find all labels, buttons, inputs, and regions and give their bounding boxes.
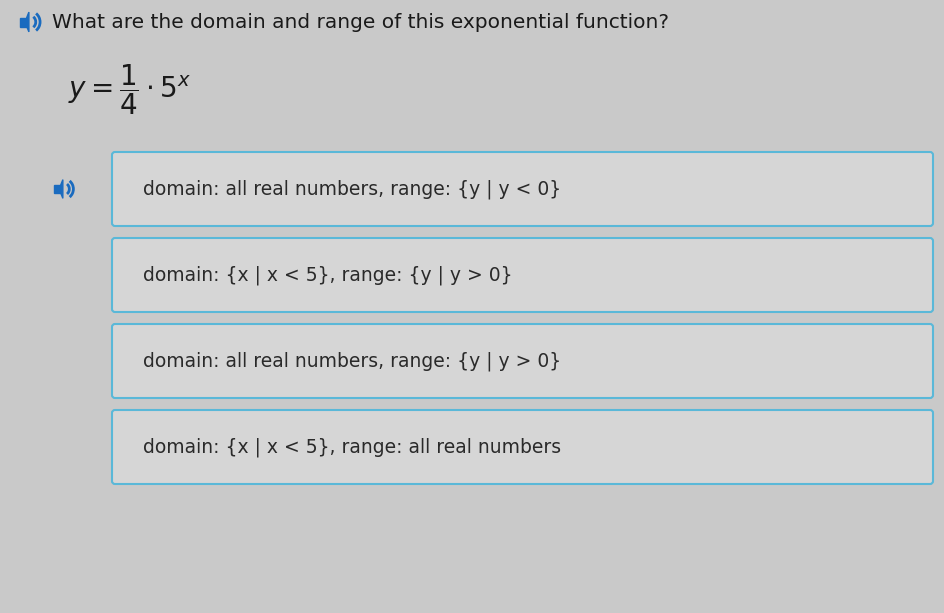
Text: What are the domain and range of this exponential function?: What are the domain and range of this ex… [52,12,669,31]
Polygon shape [55,185,60,193]
Text: domain: {x | x < 5}, range: {y | y > 0}: domain: {x | x < 5}, range: {y | y > 0} [143,265,513,285]
Polygon shape [60,180,63,199]
Text: $y = \dfrac{1}{4} \cdot 5^{x}$: $y = \dfrac{1}{4} \cdot 5^{x}$ [68,63,192,117]
Polygon shape [20,18,26,26]
Text: domain: all real numbers, range: {y | y > 0}: domain: all real numbers, range: {y | y … [143,351,561,371]
FancyBboxPatch shape [112,410,933,484]
Polygon shape [26,12,29,32]
Text: domain: all real numbers, range: {y | y < 0}: domain: all real numbers, range: {y | y … [143,179,561,199]
FancyBboxPatch shape [112,238,933,312]
FancyBboxPatch shape [112,152,933,226]
FancyBboxPatch shape [112,324,933,398]
Text: domain: {x | x < 5}, range: all real numbers: domain: {x | x < 5}, range: all real num… [143,437,561,457]
